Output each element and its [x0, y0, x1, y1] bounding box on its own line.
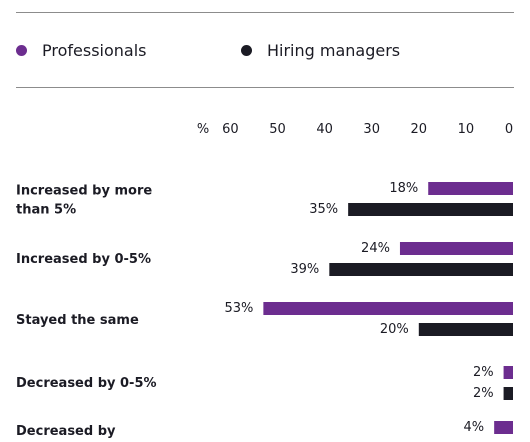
category-label: Decreased by — [16, 424, 116, 439]
bar-professionals — [428, 182, 513, 195]
legend-bottom-rule — [16, 87, 514, 88]
bar-value-label: 35% — [309, 202, 338, 217]
bar-value-label: 2% — [473, 365, 494, 380]
x-tick-label: 60 — [222, 122, 239, 137]
x-tick-label: 10 — [458, 122, 475, 137]
x-tick-label: 20 — [411, 122, 428, 137]
bar-professionals — [503, 366, 513, 379]
legend-label-professionals: Professionals — [42, 41, 147, 60]
bar-professionals — [494, 421, 513, 434]
category-labels: Increased by more than 5% Increased by 0-5… — [16, 184, 157, 440]
x-tick-label: 30 — [363, 122, 380, 137]
category-label: Increased by more than 5% — [16, 184, 152, 218]
bar-professionals — [399, 242, 513, 255]
axis-unit-label: % — [197, 122, 209, 137]
category-label: Decreased by 0-5% — [16, 376, 157, 391]
bar-hiring-managers — [348, 203, 513, 216]
bar-value-label: 53% — [224, 301, 253, 316]
axis-layer: % 60 50 40 30 20 10 0 — [197, 122, 513, 137]
bar-value-label: 24% — [361, 241, 390, 256]
category-label: Stayed the same — [16, 313, 139, 328]
legend-item-professionals: Professionals — [16, 41, 147, 60]
bar-value-label: 4% — [464, 420, 485, 435]
legend-dot-professionals — [16, 45, 27, 56]
legend-item-hiring-managers: Hiring managers — [241, 41, 400, 60]
category-label: Increased by 0-5% — [16, 252, 151, 267]
bar-hiring-managers — [418, 323, 513, 336]
legend-label-hiring-managers: Hiring managers — [267, 41, 401, 60]
bar-value-label: 18% — [389, 181, 418, 196]
bars: 18% 24% 53% 2% 4% 35% 39% 20% 2% — [224, 181, 513, 435]
bar-value-label: 2% — [473, 386, 494, 401]
top-rule — [16, 12, 514, 13]
bar-professionals — [263, 302, 513, 315]
x-tick-label: 0 — [505, 122, 513, 137]
bar-value-label: 20% — [380, 322, 409, 337]
x-tick-label: 50 — [269, 122, 286, 137]
bar-hiring-managers — [503, 387, 513, 400]
bar-value-label: 39% — [290, 262, 319, 277]
bar-hiring-managers — [329, 263, 513, 276]
x-tick-label: 40 — [316, 122, 333, 137]
legend-dot-hiring-managers — [241, 45, 252, 56]
